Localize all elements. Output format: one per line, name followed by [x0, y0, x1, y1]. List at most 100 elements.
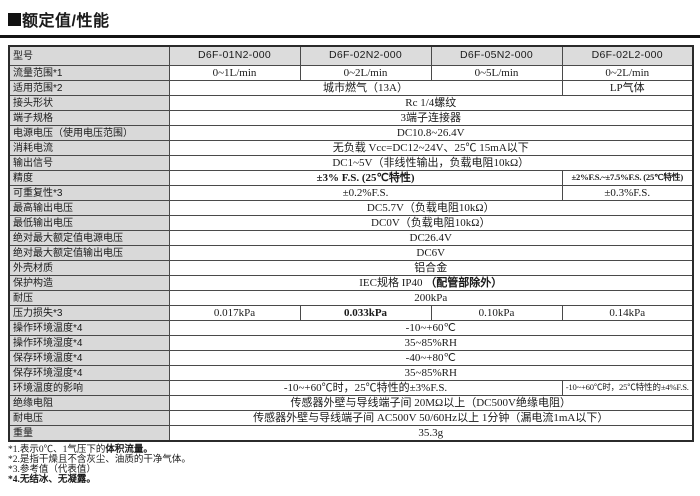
cell-value: 传感器外壁与导线端子间 AC500V 50/60Hz以上 1分钟（漏电流1mA以… [168, 410, 694, 426]
cell-value: 0~2L/min [561, 65, 694, 81]
cell-text: 200kPa [414, 291, 448, 304]
cell-text: 传感器外壁与导线端子间 20MΩ以上（DC500V绝缘电阻） [290, 396, 571, 409]
cell-text: 城市燃气（13A） [323, 81, 408, 94]
table-row: 可重复性*3 ±0.2%F.S. ±0.3%F.S. [8, 185, 694, 201]
table-row: 最低输出电压 DC0V（负载电阻10kΩ） [8, 215, 694, 231]
cell-text: ±3% F.S. (25℃特性) [316, 171, 415, 184]
table-row: 保存环境湿度*4 35~85%RH [8, 365, 694, 381]
footnote-text: *3.参考值（代表值） [8, 465, 96, 475]
cell-value: ±0.3%F.S. [561, 185, 694, 201]
row-label: 环境温度的影响 [8, 380, 170, 396]
row-label: 耐压 [8, 290, 170, 306]
table-row: 绝对最大额定值输出电压 DC6V [8, 245, 694, 261]
table-row: 操作环境湿度*4 35~85%RH [8, 335, 694, 351]
cell-text: 3端子连接器 [400, 111, 462, 124]
footnote-text: *2.是指干燥且不含灰尘、油质的干净气体。 [8, 455, 191, 465]
cell-text: 35.3g [418, 426, 444, 439]
row-label: 绝缘电阻 [8, 395, 170, 411]
cell-value: -10~+60℃时，25℃特性的±3%F.S. [168, 380, 563, 396]
cell-text: ±2%F.S.~±7.5%F.S. (25℃特性) [571, 172, 683, 183]
row-label: 适用范围*2 [8, 80, 170, 96]
footnote: *1.表示0℃、1气压下的体积流量。 [8, 445, 700, 456]
cell-text: 铝合金 [414, 261, 448, 274]
column-header-model: D6F-01N2-000 [168, 45, 301, 66]
row-label: 外壳材质 [8, 260, 170, 276]
table-row: 适用范围*2 城市燃气（13A） LP气体 [8, 80, 694, 96]
cell-text: DC5.7V（负载电阻10kΩ） [366, 201, 495, 214]
row-label: 流量范围*1 [8, 65, 170, 81]
column-header-model: D6F-05N2-000 [430, 45, 563, 66]
page-title: 额定值/性能 [22, 13, 110, 30]
table-row: 端子规格 3端子连接器 [8, 110, 694, 126]
row-label: 接头形状 [8, 95, 170, 111]
row-label: 可重复性*3 [8, 185, 170, 201]
cell-text: ±0.3%F.S. [604, 186, 651, 199]
cell-text: DC26.4V [409, 231, 452, 244]
cell-text: LP气体 [609, 81, 645, 94]
cell-text: 0~2L/min [343, 66, 388, 79]
row-label: 电源电压（使用电压范围） [8, 125, 170, 141]
table-row: 输出信号 DC1~5V（非线性输出，负载电阻10kΩ） [8, 155, 694, 171]
cell-value: LP气体 [561, 80, 694, 96]
cell-text: DC0V（负载电阻10kΩ） [371, 216, 491, 229]
cell-value: DC0V（负载电阻10kΩ） [168, 215, 694, 231]
row-label: 消耗电流 [8, 140, 170, 156]
table-row: 绝对最大额定值电源电压 DC26.4V [8, 230, 694, 246]
cell-value: Rc 1/4螺纹 [168, 95, 694, 111]
table-row: 耐压 200kPa [8, 290, 694, 306]
cell-text: DC1~5V（非线性输出，负载电阻10kΩ） [332, 156, 530, 169]
cell-text: ±0.2%F.S. [342, 186, 389, 199]
cell-value: 35~85%RH [168, 365, 694, 381]
row-label: 精度 [8, 170, 170, 186]
row-label: 耐电压 [8, 410, 170, 426]
footnote: *3.参考值（代表值） [8, 465, 700, 476]
cell-value: DC1~5V（非线性输出，负载电阻10kΩ） [168, 155, 694, 171]
table-row: 环境温度的影响 -10~+60℃时，25℃特性的±3%F.S. -10~+60℃时，… [8, 380, 694, 396]
footnote: *4.无结冰、无凝露。 [8, 475, 700, 486]
cell-text: DC10.8~26.4V [396, 126, 465, 139]
table-row: 接头形状 Rc 1/4螺纹 [8, 95, 694, 111]
cell-text: 传感器外壁与导线端子间 AC500V 50/60Hz以上 1分钟（漏电流1mA以… [253, 411, 609, 424]
cell-text: 0.10kPa [478, 306, 515, 319]
cell-value: 0.017kPa [168, 305, 301, 321]
cell-value: 0~2L/min [299, 65, 432, 81]
spec-table: 型号 D6F-01N2-000 D6F-02N2-000 D6F-05N2-000 D6… [8, 45, 694, 442]
cell-value: 3端子连接器 [168, 110, 694, 126]
cell-text: -10~+60℃时，25℃特性的±3%F.S. [283, 381, 448, 394]
table-row: 外壳材质 铝合金 [8, 260, 694, 276]
cell-value: 35.3g [168, 425, 694, 442]
table-row: 流量范围*1 0~1L/min 0~2L/min 0~5L/min 0~2L/min [8, 65, 694, 81]
footnote: *2.是指干燥且不含灰尘、油质的干净气体。 [8, 455, 700, 466]
cell-text: 无负载 Vcc=DC12~24V、25℃ 15mA以下 [332, 141, 529, 154]
cell-text: 0~1L/min [212, 66, 257, 79]
footnote-text: *4.无结冰、无凝露。 [8, 475, 96, 485]
row-label: 最低输出电压 [8, 215, 170, 231]
cell-value: 0.14kPa [561, 305, 694, 321]
table-row: 耐电压 传感器外壁与导线端子间 AC500V 50/60Hz以上 1分钟（漏电流1… [8, 410, 694, 426]
row-label: 输出信号 [8, 155, 170, 171]
cell-text: 0~5L/min [474, 66, 519, 79]
table-row: 最高输出电压 DC5.7V（负载电阻10kΩ） [8, 200, 694, 216]
cell-value: 无负载 Vcc=DC12~24V、25℃ 15mA以下 [168, 140, 694, 156]
footnote-text: *1.表示0℃、1气压下的 [8, 445, 106, 455]
row-label: 压力损失*3 [8, 305, 170, 321]
cell-value: 0~5L/min [430, 65, 563, 81]
cell-value: DC5.7V（负载电阻10kΩ） [168, 200, 694, 216]
column-header-model: D6F-02N2-000 [299, 45, 432, 66]
table-row: 消耗电流 无负载 Vcc=DC12~24V、25℃ 15mA以下 [8, 140, 694, 156]
row-label: 保护构造 [8, 275, 170, 291]
table-row: 重量 35.3g [8, 425, 694, 442]
cell-text: IEC规格 IP40 [359, 276, 426, 289]
table-row: 电源电压（使用电压范围） DC10.8~26.4V [8, 125, 694, 141]
column-header-model: D6F-02L2-000 [561, 45, 694, 66]
cell-text: -10~+60℃时，25℃特性的±4%F.S. [565, 382, 689, 393]
row-label: 保存环境湿度*4 [8, 365, 170, 381]
cell-text: 0.017kPa [213, 306, 256, 319]
cell-text: -40~+80℃ [405, 351, 456, 364]
cell-value: 0~1L/min [168, 65, 301, 81]
cell-value: DC10.8~26.4V [168, 125, 694, 141]
cell-value: ±3% F.S. (25℃特性) [168, 170, 563, 186]
row-label: 绝对最大额定值电源电压 [8, 230, 170, 246]
cell-value: ±2%F.S.~±7.5%F.S. (25℃特性) [561, 170, 694, 186]
footnote-text: 体积流量。 [105, 445, 153, 455]
